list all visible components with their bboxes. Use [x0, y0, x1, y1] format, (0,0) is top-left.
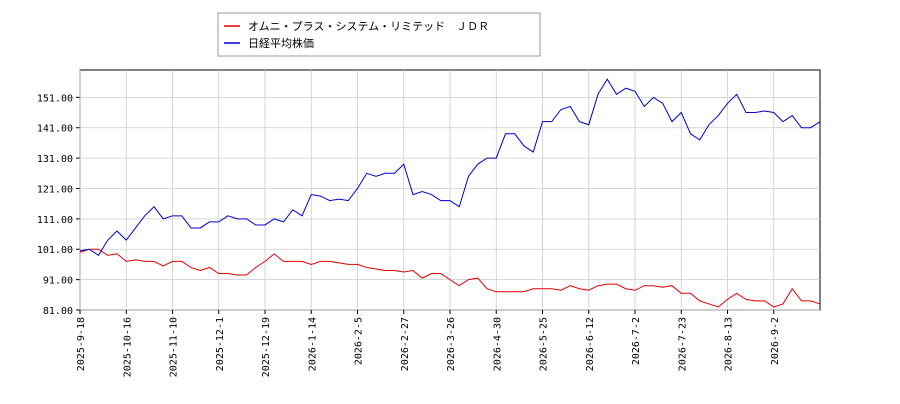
- x-tick-label: 2025-10-16: [122, 317, 133, 377]
- x-tick-label: 2026-7-23: [677, 317, 688, 371]
- x-tick-label: 2026-1-14: [307, 317, 318, 371]
- legend: オムニ・プラス・システム・リミテッド ＪＤＲ 日経平均株価: [217, 12, 541, 57]
- y-tick-label: 141.00: [37, 124, 73, 135]
- series-line: [79, 248, 821, 308]
- x-tick-label: 2025-12-1: [215, 317, 226, 371]
- y-tick-label: 81.00: [43, 306, 73, 317]
- y-tick-label: 101.00: [37, 245, 73, 256]
- x-tick-label: 2025-12-19: [261, 317, 272, 377]
- series-line: [79, 78, 821, 257]
- x-tick-label: 2025-9-18: [76, 317, 87, 371]
- x-tick-label: 2026-4-30: [492, 317, 503, 371]
- y-tick-label: 151.00: [37, 93, 73, 104]
- legend-label: 日経平均株価: [248, 36, 314, 50]
- y-tick-label: 111.00: [37, 215, 73, 226]
- x-tick-label: 2026-6-12: [585, 317, 596, 371]
- x-tick-label: 2026-2-5: [354, 317, 365, 365]
- x-tick-label: 2026-3-26: [446, 317, 457, 371]
- x-tick-label: 2026-8-13: [724, 317, 735, 371]
- x-tick-label: 2026-2-27: [400, 317, 411, 371]
- y-tick-label: 131.00: [37, 154, 73, 165]
- x-tick-label: 2026-7-2: [631, 317, 642, 365]
- legend-label: オムニ・プラス・システム・リミテッド ＪＤＲ: [248, 20, 489, 33]
- x-tick-label: 2026-9-2: [770, 317, 781, 365]
- y-tick-label: 121.00: [37, 184, 73, 195]
- x-tick-label: 2026-5-25: [539, 317, 550, 371]
- x-tick-label: 2025-11-10: [169, 317, 180, 377]
- legend-box: [217, 12, 541, 57]
- y-tick-label: 91.00: [43, 276, 73, 287]
